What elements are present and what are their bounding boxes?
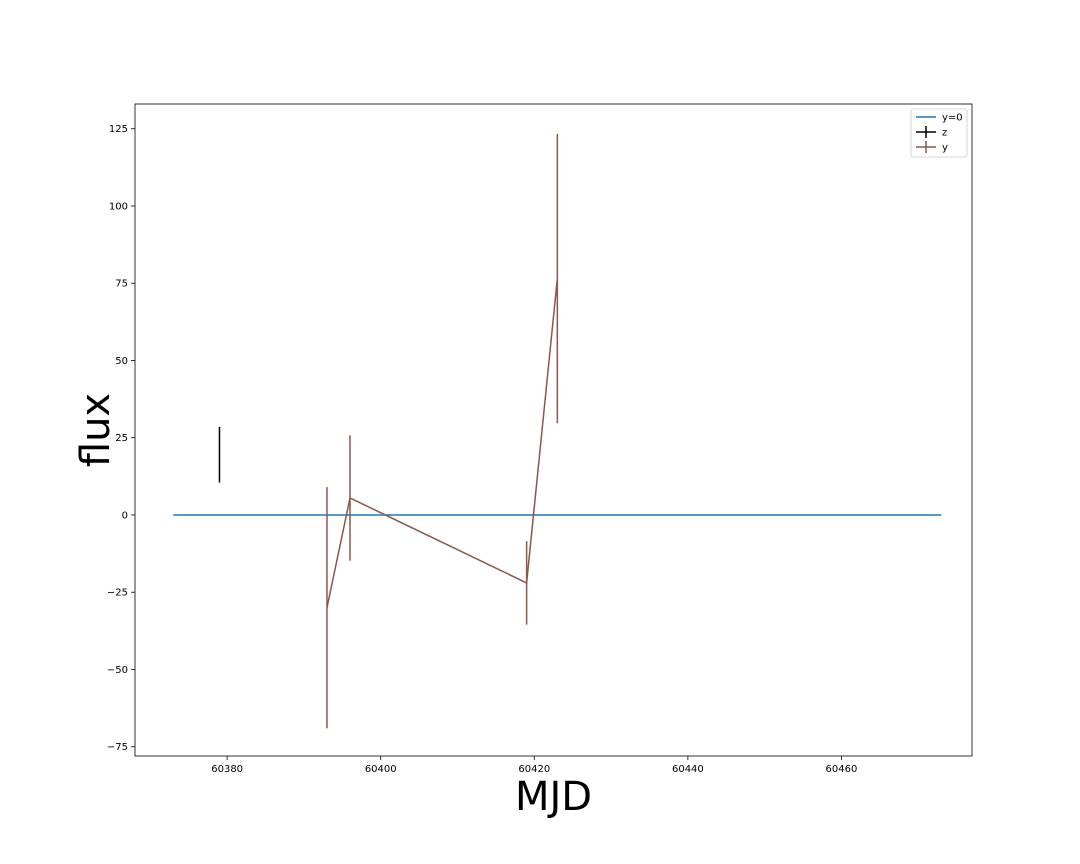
- x-tick-label: 60380: [211, 764, 243, 775]
- x-tick-label: 60400: [365, 764, 397, 775]
- y-tick-label: 75: [115, 279, 128, 290]
- legend-label: y=0: [942, 113, 963, 124]
- series-line: [326, 278, 559, 608]
- y-tick-label: 25: [115, 433, 128, 444]
- plot-area: [173, 133, 942, 729]
- y-tick-label: −75: [107, 742, 128, 753]
- x-tick-label: 60460: [826, 764, 858, 775]
- x-tick-label: 60420: [518, 764, 550, 775]
- y-axis: −75 −50 −25 0 25 50 75 100 125: [107, 124, 135, 753]
- y-tick-label: 100: [109, 201, 128, 212]
- legend-label: z: [942, 128, 947, 139]
- legend: y=0 zy: [910, 108, 968, 158]
- legend-entry: y: [916, 141, 948, 154]
- y-tick-label: 125: [109, 124, 128, 135]
- y-tick-label: 50: [115, 356, 128, 367]
- legend-entry: z: [916, 126, 947, 139]
- y-tick-label: 0: [122, 510, 128, 521]
- y-tick-label: −25: [107, 588, 128, 599]
- x-tick-label: 60440: [672, 764, 704, 775]
- y-tick-label: −50: [107, 665, 128, 676]
- y-axis-label: flux: [73, 393, 119, 467]
- legend-entry: y=0: [916, 113, 963, 124]
- legend-label: y: [942, 143, 948, 154]
- series-3: [326, 133, 559, 729]
- legend-box: [910, 108, 968, 158]
- x-axis: 60380 60400 60420 60440 60460: [211, 756, 857, 775]
- x-axis-label: MJD: [515, 774, 592, 820]
- plot-frame: [134, 103, 973, 757]
